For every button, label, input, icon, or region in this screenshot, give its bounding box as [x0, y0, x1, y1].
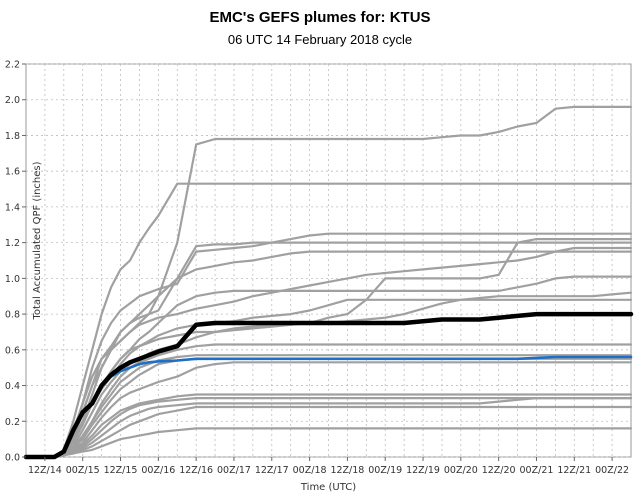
x-tick-label: 12Z/17: [255, 465, 289, 476]
chart-title: EMC's GEFS plumes for: KTUS: [209, 9, 431, 26]
series-layer: [23, 105, 634, 460]
y-tick-label: 0.0: [5, 453, 20, 464]
y-tick-label: 1.6: [5, 167, 20, 178]
x-tick-label: 00Z/15: [66, 465, 100, 476]
member-line-18: [24, 405, 633, 459]
x-tick-label: 00Z/20: [444, 465, 478, 476]
x-tick-label: 12Z/21: [557, 465, 591, 476]
mean-line: [23, 311, 634, 460]
y-tick-label: 0.8: [5, 310, 20, 321]
y-tick-label: 0.6: [5, 345, 20, 356]
x-tick-label: 12Z/16: [179, 465, 213, 476]
x-tick-label: 12Z/20: [482, 465, 516, 476]
x-tick-label: 12Z/14: [28, 465, 62, 476]
y-tick-label: 2.0: [5, 95, 20, 106]
x-tick-label: 12Z/15: [104, 465, 138, 476]
x-tick-label: 00Z/16: [141, 465, 175, 476]
member-line-12: [24, 354, 633, 459]
member-line-4: [24, 232, 633, 459]
x-tick-label: 12Z/19: [406, 465, 440, 476]
y-tick-label: 0.2: [5, 417, 20, 428]
chart-subtitle: 06 UTC 14 February 2018 cycle: [227, 32, 413, 47]
member-line-6: [24, 246, 633, 459]
x-tick-label: 00Z/19: [368, 465, 402, 476]
y-tick-label: 0.4: [5, 381, 20, 392]
x-tick-label: 00Z/21: [520, 465, 554, 476]
y-tick-label: 1.2: [5, 238, 20, 249]
member-line-15: [24, 393, 633, 459]
member-line-1: [24, 182, 633, 459]
title-block: EMC's GEFS plumes for: KTUS 06 UTC 14 Fe…: [0, 8, 640, 49]
member-line-2: [24, 105, 633, 459]
x-tick-label: 00Z/17: [217, 465, 251, 476]
member-line-16: [24, 397, 633, 459]
member-line-14: [24, 361, 633, 459]
y-tick-label: 1.0: [5, 274, 20, 285]
grid-layer: [25, 63, 632, 458]
member-line-19: [24, 427, 633, 459]
x-tick-label: 00Z/18: [293, 465, 327, 476]
y-tick-label: 1.4: [5, 202, 20, 213]
y-tick-label: 1.8: [5, 131, 20, 142]
y-axis-title: Total Accumulated QPF (inches): [32, 161, 43, 320]
x-axis-title: Time (UTC): [300, 482, 356, 493]
x-tick-label: 12Z/18: [330, 465, 364, 476]
x-tick-label: 00Z/22: [595, 465, 629, 476]
member-line-17: [24, 397, 633, 459]
axes-layer: 0.0 0.2 0.4 0.6 0.8 1.0 1.2 1.4 1.6 1.8 2.0 2.2 12Z/…: [5, 60, 629, 494]
y-tick-label: 2.2: [5, 60, 20, 71]
